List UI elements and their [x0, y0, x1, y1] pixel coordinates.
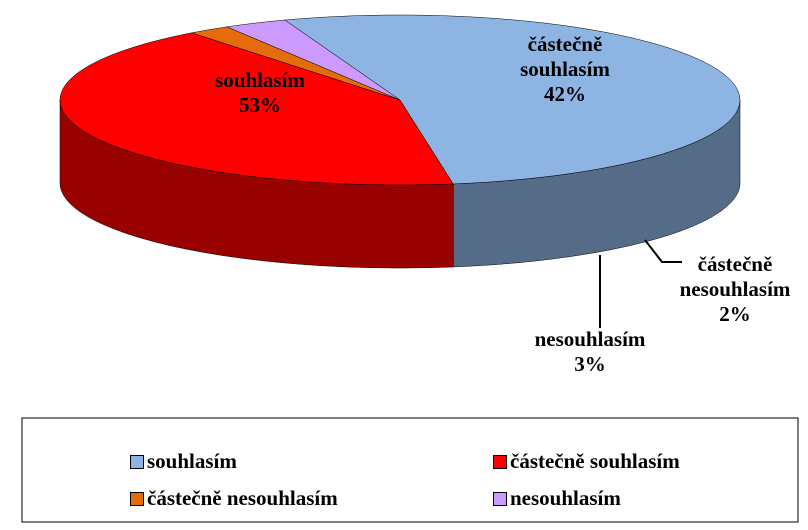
legend-label: nesouhlasím [510, 486, 621, 510]
data-label-name: částečně souhlasím [520, 32, 610, 81]
data-label-name: nesouhlasím [534, 327, 646, 351]
data-label: částečně souhlasím 42% [470, 32, 660, 107]
legend-item: částečně souhlasím [493, 449, 680, 474]
data-label-value: 2% [719, 302, 751, 326]
legend-swatch [130, 491, 144, 506]
data-label: souhlasím 53% [170, 68, 350, 118]
legend-item: souhlasím [130, 449, 237, 474]
legend-label: částečně nesouhlasím [147, 486, 338, 510]
legend-item: nesouhlasím [493, 486, 621, 511]
slice [284, 14, 741, 185]
data-label: částečně nesouhlasím 2% [655, 252, 808, 327]
data-label-name: částečně nesouhlasím [679, 252, 791, 301]
data-label-value: 3% [574, 352, 606, 376]
data-label-name: souhlasím [215, 68, 305, 92]
slice [226, 19, 401, 101]
slice [59, 32, 454, 186]
legend-item: částečně nesouhlasím [130, 486, 338, 511]
data-label-value: 42% [544, 82, 586, 106]
legend-label: částečně souhlasím [510, 449, 680, 473]
leader-line [644, 239, 682, 263]
legend-box [21, 417, 799, 523]
legend-label: souhlasím [147, 449, 237, 473]
legend-swatch [493, 454, 507, 469]
data-label-value: 53% [239, 93, 281, 117]
data-label: nesouhlasím 3% [505, 327, 675, 377]
legend-swatch [130, 454, 144, 469]
legend-swatch [493, 491, 507, 506]
